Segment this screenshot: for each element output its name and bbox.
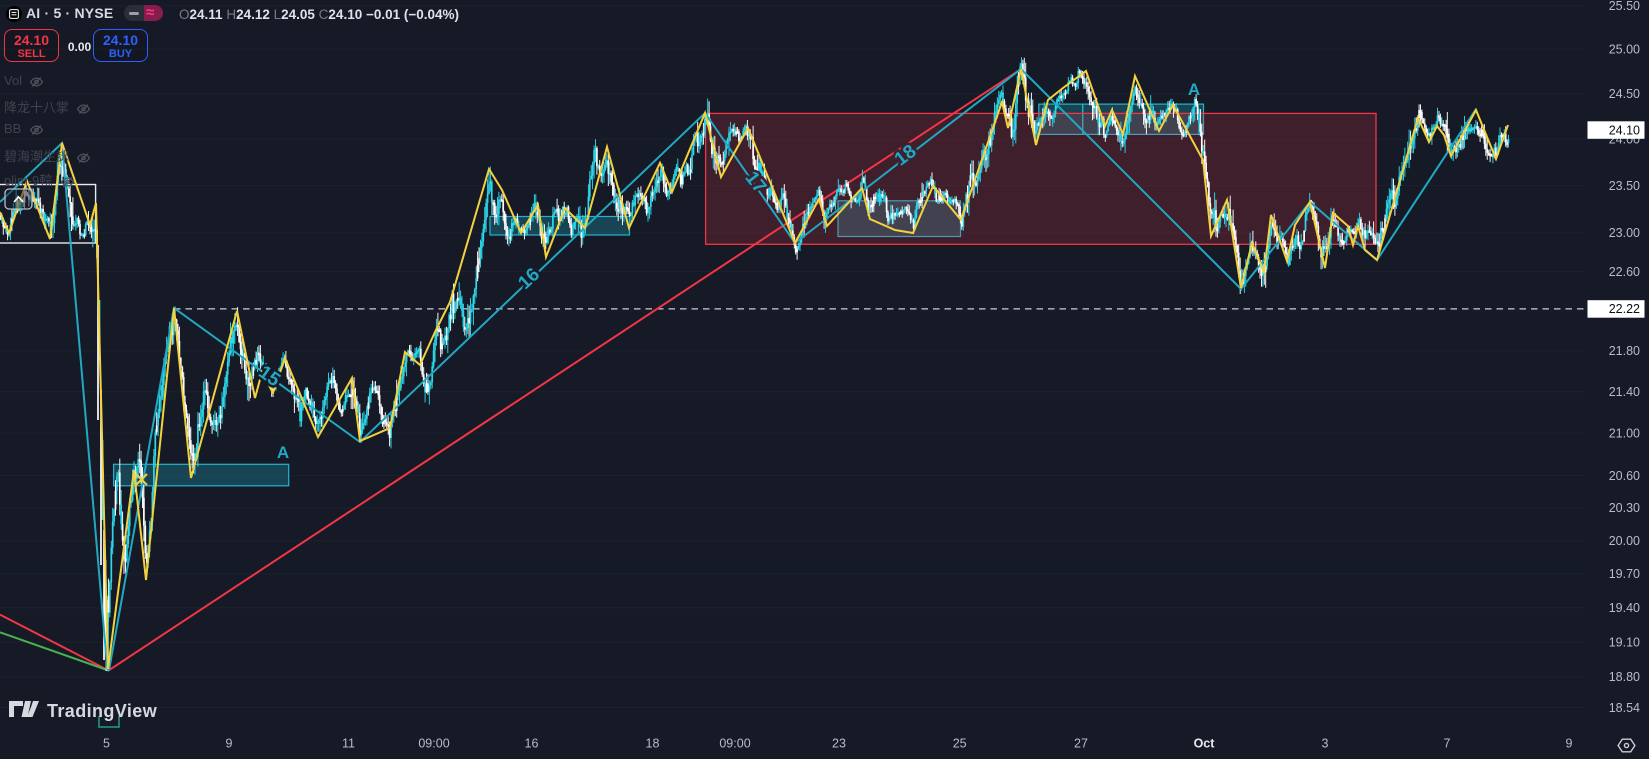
svg-text:21.00: 21.00 <box>1609 427 1640 441</box>
svg-text:19.10: 19.10 <box>1609 635 1640 649</box>
svg-text:5: 5 <box>103 737 110 751</box>
svg-text:20.60: 20.60 <box>1609 469 1640 483</box>
svg-text:7: 7 <box>1444 737 1451 751</box>
svg-text:TradingView: TradingView <box>47 701 158 721</box>
svg-text:3: 3 <box>1322 737 1329 751</box>
svg-text:20.00: 20.00 <box>1609 534 1640 548</box>
svg-text:18.54: 18.54 <box>1609 701 1640 715</box>
svg-text:18.80: 18.80 <box>1609 670 1640 684</box>
svg-text:19.40: 19.40 <box>1609 601 1640 615</box>
svg-text:27: 27 <box>1074 737 1088 751</box>
svg-text:22.60: 22.60 <box>1609 265 1640 279</box>
svg-text:11: 11 <box>342 737 355 751</box>
svg-text:Oct: Oct <box>1194 737 1216 751</box>
svg-text:23.50: 23.50 <box>1609 179 1640 193</box>
svg-text:09:00: 09:00 <box>418 737 449 751</box>
svg-text:21.40: 21.40 <box>1609 385 1640 399</box>
svg-text:16: 16 <box>525 737 539 751</box>
svg-text:18: 18 <box>646 737 660 751</box>
svg-text:19.70: 19.70 <box>1609 567 1640 581</box>
svg-text:22.22: 22.22 <box>1609 302 1640 316</box>
svg-text:25.50: 25.50 <box>1609 0 1640 13</box>
svg-text:A: A <box>1188 80 1200 99</box>
svg-text:24.10: 24.10 <box>1609 123 1640 137</box>
svg-text:24.50: 24.50 <box>1609 87 1640 101</box>
svg-text:25: 25 <box>953 737 967 751</box>
svg-text:A: A <box>277 443 289 462</box>
svg-text:21.80: 21.80 <box>1609 344 1640 358</box>
svg-text:23.00: 23.00 <box>1609 226 1640 240</box>
svg-text:9: 9 <box>1566 737 1573 751</box>
svg-text:20.30: 20.30 <box>1609 501 1640 515</box>
svg-text:25.00: 25.00 <box>1609 43 1640 57</box>
svg-text:9: 9 <box>226 737 233 751</box>
svg-text:23: 23 <box>832 737 846 751</box>
svg-text:09:00: 09:00 <box>719 737 750 751</box>
